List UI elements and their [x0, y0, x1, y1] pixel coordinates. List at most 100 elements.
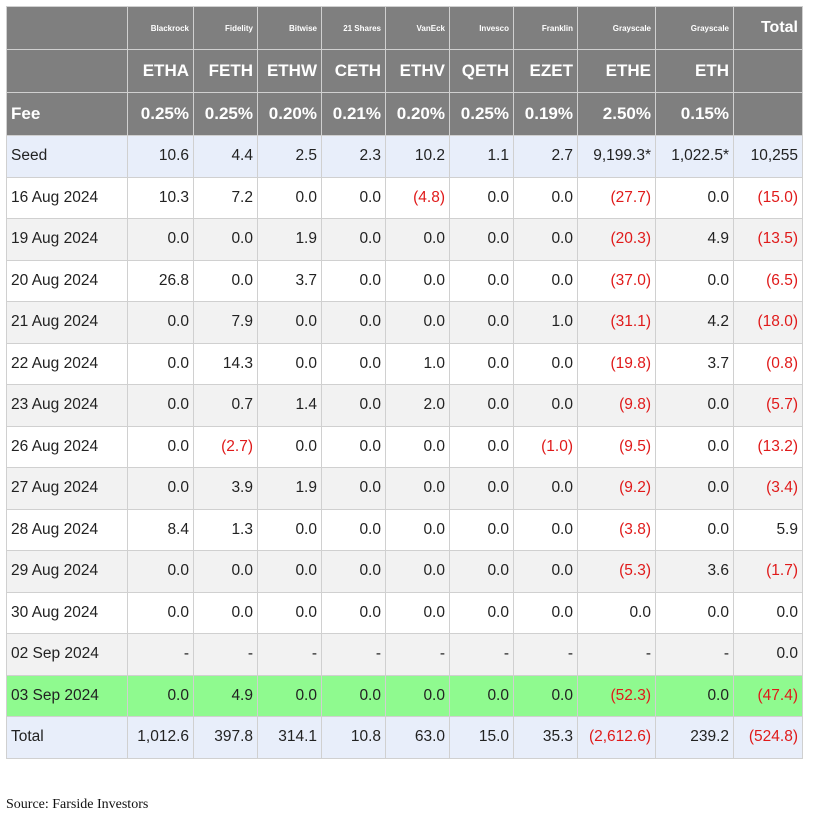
- row-label: 28 Aug 2024: [6, 508, 128, 551]
- fee-cell: 0.15%: [655, 92, 734, 136]
- flow-cell: 0.0: [127, 467, 194, 510]
- flow-cell: 0.0: [513, 508, 578, 551]
- flow-cell: 1.0: [385, 342, 450, 385]
- flow-cell: (27.7): [577, 176, 656, 219]
- flow-cell: 0.0: [257, 425, 322, 468]
- fee-cell: 0.21%: [321, 92, 386, 136]
- flow-cell: 1,012.6: [127, 716, 194, 759]
- flow-cell: 0.0: [655, 176, 734, 219]
- flow-cell: 0.0: [513, 384, 578, 427]
- flow-cell: -: [127, 633, 194, 676]
- flow-cell: 0.0: [257, 591, 322, 634]
- flow-cell: 10.3: [127, 176, 194, 219]
- flow-cell: (4.8): [385, 176, 450, 219]
- issuer-header: Bitwise: [257, 6, 322, 50]
- flow-cell: (37.0): [577, 259, 656, 302]
- flow-cell: (47.4): [733, 674, 803, 717]
- flow-cell: 0.0: [385, 425, 450, 468]
- total-row: Total 1,012.6 397.8 314.1 10.8 63.0 15.0 35.3 (2…: [6, 716, 803, 759]
- flow-cell: 0.0: [449, 342, 514, 385]
- ticker-header: ETHA: [127, 49, 194, 93]
- fee-cell: 0.25%: [193, 92, 258, 136]
- flow-cell: (524.8): [733, 716, 803, 759]
- table-header: Blackrock Fidelity Bitwise 21 Shares VanEck I…: [6, 6, 803, 136]
- flow-cell: 0.0: [449, 176, 514, 219]
- row-label: 03 Sep 2024: [6, 674, 128, 717]
- fee-cell: 0.25%: [127, 92, 194, 136]
- flow-cell: 0.0: [449, 550, 514, 593]
- flow-cell: 0.0: [127, 301, 194, 344]
- table-row: 19 Aug 2024 0.0 0.0 1.9 0.0 0.0 0.0 0.0 (20.3) 4.…: [6, 218, 803, 261]
- flow-cell: 26.8: [127, 259, 194, 302]
- flow-cell: 0.0: [385, 550, 450, 593]
- row-label: 23 Aug 2024: [6, 384, 128, 427]
- flow-cell: (5.7): [733, 384, 803, 427]
- row-label: 20 Aug 2024: [6, 259, 128, 302]
- flow-cell: 0.0: [193, 218, 258, 261]
- fee-cell: 0.20%: [385, 92, 450, 136]
- flow-cell: 0.0: [655, 384, 734, 427]
- flow-cell: 4.2: [655, 301, 734, 344]
- flow-cell: -: [577, 633, 656, 676]
- flow-cell: 7.9: [193, 301, 258, 344]
- flow-cell: -: [321, 633, 386, 676]
- flow-cell: (9.2): [577, 467, 656, 510]
- flow-cell: 0.0: [513, 467, 578, 510]
- table-row: 20 Aug 2024 26.8 0.0 3.7 0.0 0.0 0.0 0.0 (37.0) 0…: [6, 259, 803, 302]
- flow-cell: 239.2: [655, 716, 734, 759]
- flow-cell: 14.3: [193, 342, 258, 385]
- flow-cell: 10.6: [127, 135, 194, 178]
- source-note: Source: Farside Investors: [6, 797, 149, 812]
- flow-cell: 0.0: [513, 591, 578, 634]
- flow-cell: 10.8: [321, 716, 386, 759]
- fee-cell: 0.20%: [257, 92, 322, 136]
- flow-cell: 0.0: [321, 342, 386, 385]
- table-row: 30 Aug 2024 0.0 0.0 0.0 0.0 0.0 0.0 0.0 0.0 0.0 0.…: [6, 591, 803, 634]
- ticker-header: EZET: [513, 49, 578, 93]
- flow-cell: 0.0: [321, 467, 386, 510]
- fee-cell: [733, 92, 803, 136]
- flow-cell: 0.0: [127, 674, 194, 717]
- flow-cell: 0.0: [321, 508, 386, 551]
- flow-cell: 0.0: [385, 301, 450, 344]
- flow-cell: 1.1: [449, 135, 514, 178]
- table-row: 16 Aug 2024 10.3 7.2 0.0 0.0 (4.8) 0.0 0.0 (27.7…: [6, 176, 803, 219]
- flow-cell: 3.6: [655, 550, 734, 593]
- row-label: 19 Aug 2024: [6, 218, 128, 261]
- flow-cell: 0.0: [513, 259, 578, 302]
- flow-cell: 0.0: [449, 467, 514, 510]
- flow-cell: 0.0: [655, 591, 734, 634]
- flow-cell: 0.0: [513, 218, 578, 261]
- row-label: Seed: [6, 135, 128, 178]
- flow-cell: 0.0: [733, 591, 803, 634]
- row-label: 26 Aug 2024: [6, 425, 128, 468]
- flow-cell: 0.0: [193, 550, 258, 593]
- seed-row: Seed 10.6 4.4 2.5 2.3 10.2 1.1 2.7 9,199.3* 1,022…: [6, 135, 803, 178]
- ticker-header: ETH: [655, 49, 734, 93]
- issuer-header: Grayscale: [655, 6, 734, 50]
- flow-cell: 15.0: [449, 716, 514, 759]
- fee-cell: 0.25%: [449, 92, 514, 136]
- ticker-header: ETHE: [577, 49, 656, 93]
- row-label: 29 Aug 2024: [6, 550, 128, 593]
- flow-cell: (9.5): [577, 425, 656, 468]
- flow-cell: 0.0: [127, 425, 194, 468]
- flow-cell: 0.0: [257, 342, 322, 385]
- flow-cell: 0.0: [449, 259, 514, 302]
- flow-cell: 10.2: [385, 135, 450, 178]
- flow-cell: 0.0: [513, 176, 578, 219]
- issuer-header: Fidelity: [193, 6, 258, 50]
- flow-cell: 9,199.3*: [577, 135, 656, 178]
- flow-cell: 3.9: [193, 467, 258, 510]
- flow-cell: (18.0): [733, 301, 803, 344]
- flow-cell: (6.5): [733, 259, 803, 302]
- ticker-header: ETHV: [385, 49, 450, 93]
- flow-cell: 8.4: [127, 508, 194, 551]
- fee-cell: 0.19%: [513, 92, 578, 136]
- flow-cell: (3.8): [577, 508, 656, 551]
- flow-cell: 1.3: [193, 508, 258, 551]
- flow-cell: (9.8): [577, 384, 656, 427]
- flow-cell: 4.9: [655, 218, 734, 261]
- flows-table-container: Blackrock Fidelity Bitwise 21 Shares VanEck I…: [6, 6, 803, 759]
- flow-cell: 7.2: [193, 176, 258, 219]
